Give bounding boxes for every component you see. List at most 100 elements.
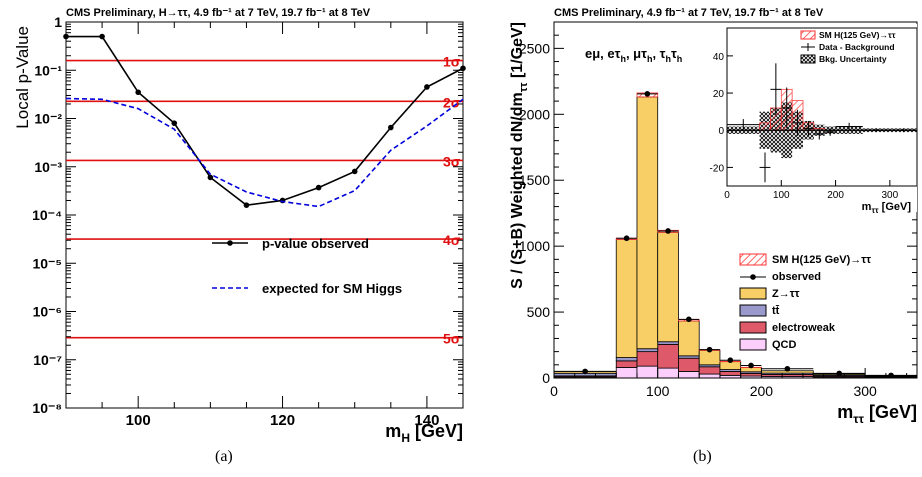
inset-x-tick-label: 0 xyxy=(724,190,730,201)
left-x-tick-label: 140 xyxy=(414,412,439,429)
right-x-axis-label: mττ [GeV] xyxy=(837,402,917,426)
right-y-tick-label: 500 xyxy=(527,304,551,320)
observed-point xyxy=(706,346,713,353)
right-y-tick-label: 0 xyxy=(542,370,550,386)
legend-label-5: QCD xyxy=(772,339,797,351)
right-x-tick-label: 0 xyxy=(550,383,558,399)
inset-legend-label-0: SM H(125 GeV)→ττ xyxy=(819,30,896,40)
left-title: CMS Preliminary, H→ττ, 4.9 fb⁻¹ at 7 TeV… xyxy=(66,7,371,19)
inset-legend-unc xyxy=(800,54,816,64)
left-y-tick-label: 10⁻⁴ xyxy=(32,207,62,223)
right-y-tick-label: 1500 xyxy=(519,172,550,188)
right-y-tick-label: 1000 xyxy=(519,238,550,254)
legend-swatch-3 xyxy=(739,304,767,317)
legend-swatch-4 xyxy=(739,321,767,334)
bar-qcd xyxy=(657,367,679,379)
inset-x-axis-label: mττ [GeV] xyxy=(862,201,912,215)
left-y-tick-label: 10⁻⁸ xyxy=(32,400,62,416)
inset-legend-signal xyxy=(800,30,816,40)
observed-point xyxy=(727,357,734,364)
inset-y-tick-label: -20 xyxy=(710,163,725,174)
bar-tt xyxy=(615,357,638,362)
left-x-axis-label: mH [GeV] xyxy=(385,421,463,445)
left-y-tick-label: 10⁻² xyxy=(34,111,62,127)
observed-point xyxy=(424,84,430,90)
observed-point xyxy=(460,65,466,72)
observed-point xyxy=(665,228,671,234)
inset-legend-label-1: Data - Background xyxy=(819,42,895,52)
legend-label-3: tt̄ xyxy=(772,305,780,317)
left-x-tick-label: 120 xyxy=(270,412,295,429)
observed-point xyxy=(315,184,322,191)
observed-point xyxy=(623,235,630,242)
legend-label-0: SM H(125 GeV)→ττ xyxy=(772,254,871,266)
bar-electroweak xyxy=(657,343,679,369)
observed-point xyxy=(748,362,754,369)
left-y-axis-label: Local p-Value xyxy=(13,26,32,129)
bar-z xyxy=(636,96,659,350)
observed-point xyxy=(888,372,894,379)
caption-a: (a) xyxy=(215,448,233,465)
observed-point xyxy=(99,33,105,40)
bar-z xyxy=(698,349,721,366)
bar-electroweak xyxy=(678,357,700,372)
legend-label-1: observed xyxy=(772,271,821,283)
series-expected-line xyxy=(65,97,464,208)
sigma-label-1: 1σ xyxy=(443,54,461,70)
observed-point xyxy=(207,174,214,181)
sigma-label-5: 5σ xyxy=(443,331,461,347)
observed-point xyxy=(644,91,651,97)
left-y-tick-label: 10⁻⁷ xyxy=(33,352,62,368)
left-x-tick-label: 100 xyxy=(126,412,151,429)
bar-z xyxy=(657,231,679,343)
observed-point xyxy=(836,370,843,377)
sigma-label-2: 2σ xyxy=(443,94,461,110)
bar-qcd xyxy=(698,373,721,379)
left-frame xyxy=(65,21,464,409)
sigma-label-3: 3σ xyxy=(443,153,461,169)
right-x-tick-label: 100 xyxy=(646,383,670,399)
bar-qcd xyxy=(615,367,638,379)
inset-x-tick-label: 200 xyxy=(827,190,844,201)
bar-electroweak xyxy=(719,371,742,376)
inset-background xyxy=(713,24,917,212)
bar-qcd xyxy=(678,371,700,379)
legend-expected-label: expected for SM Higgs xyxy=(262,281,402,296)
legend-swatch-2 xyxy=(739,287,767,300)
right-title: CMS Preliminary, 4.9 fb⁻¹ at 7 TeV, 19.7… xyxy=(554,7,824,19)
inset-x-tick-label: 300 xyxy=(882,190,899,201)
inset-signal xyxy=(759,122,771,131)
inset-y-tick-label: 40 xyxy=(713,52,725,63)
bar-electroweak xyxy=(615,360,638,368)
series-observed-line xyxy=(66,35,464,206)
bar-z xyxy=(615,239,638,358)
left-y-tick-label: 1 xyxy=(54,14,62,30)
bar-tt xyxy=(636,348,659,353)
caption-b: (b) xyxy=(693,448,712,465)
right-x-tick-label: 200 xyxy=(750,383,774,399)
legend-observed-marker xyxy=(227,240,233,246)
sigma-label-4: 4σ xyxy=(443,232,461,248)
observed-point xyxy=(582,368,588,375)
legend-label-4: electroweak xyxy=(772,322,836,334)
inset-legend-label-2: Bkg. Uncertainty xyxy=(819,54,887,64)
legend-signal-swatch xyxy=(739,253,767,266)
left-y-tick-label: 10⁻¹ xyxy=(34,62,62,78)
channels-label: eμ, eτh, μτh, τhτh xyxy=(585,46,682,64)
legend-observed-marker xyxy=(750,274,756,280)
observed-point xyxy=(388,124,394,131)
inset-x-tick-label: 100 xyxy=(773,190,790,201)
inset-frame xyxy=(726,27,918,187)
legend-observed-label: p-value observed xyxy=(262,236,369,251)
bar-qcd xyxy=(636,365,659,379)
inset-y-tick-label: 20 xyxy=(713,89,725,100)
observed-point xyxy=(171,120,178,126)
right-y-tick-label: 2500 xyxy=(519,40,550,56)
legend-swatch-5 xyxy=(739,338,767,351)
bar-z xyxy=(678,320,700,357)
right-x-tick-label: 300 xyxy=(853,383,877,399)
left-y-tick-label: 10⁻³ xyxy=(34,159,62,175)
observed-point xyxy=(784,365,791,372)
left-y-tick-label: 10⁻⁵ xyxy=(32,255,62,271)
